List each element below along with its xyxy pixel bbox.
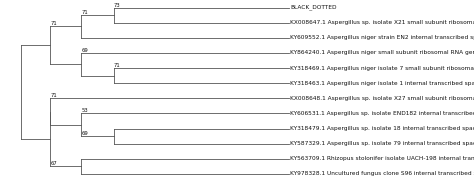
Text: 73: 73 (114, 3, 120, 8)
Text: 71: 71 (50, 21, 57, 27)
Text: 67: 67 (50, 161, 57, 166)
Text: KY563709.1 Rhizopus stolonifer isolate UACH-198 internal transcribed spacer 1 pa: KY563709.1 Rhizopus stolonifer isolate U… (290, 156, 474, 161)
Text: BLACK_DOTTED: BLACK_DOTTED (290, 5, 337, 10)
Text: 69: 69 (81, 48, 88, 53)
Text: 71: 71 (50, 93, 57, 98)
Text: KY609552.1 Aspergillus niger strain EN2 internal transcribed spacer 1 partial se: KY609552.1 Aspergillus niger strain EN2 … (290, 35, 474, 40)
Text: KY318479.1 Aspergillus sp. isolate 18 internal transcribed spacer 1 partial sequ: KY318479.1 Aspergillus sp. isolate 18 in… (290, 126, 474, 131)
Text: KY587329.1 Aspergillus sp. isolate 79 internal transcribed spacer 1 partial sequ: KY587329.1 Aspergillus sp. isolate 79 in… (290, 141, 474, 146)
Text: 71: 71 (81, 10, 88, 15)
Text: KY864240.1 Aspergillus niger small subunit ribosomal RNA gene partial sequence: KY864240.1 Aspergillus niger small subun… (290, 51, 474, 55)
Text: KY978328.1 Uncultured fungus clone S96 internal transcribed spacer 1 partial seq: KY978328.1 Uncultured fungus clone S96 i… (290, 171, 474, 176)
Text: KY606531.1 Aspergillus sp. isolate END182 internal transcribed spacer 1 partial : KY606531.1 Aspergillus sp. isolate END18… (290, 111, 474, 116)
Text: KX008648.1 Aspergillus sp. isolate X27 small subunit ribosomal RNA gene partial : KX008648.1 Aspergillus sp. isolate X27 s… (290, 96, 474, 101)
Text: 69: 69 (81, 131, 88, 136)
Text: KY318469.1 Aspergillus niger isolate 7 small subunit ribosomal RNA gene partial : KY318469.1 Aspergillus niger isolate 7 s… (290, 66, 474, 71)
Text: 53: 53 (81, 109, 88, 113)
Text: KY318463.1 Aspergillus niger isolate 1 internal transcribed spacer 1 partial seq: KY318463.1 Aspergillus niger isolate 1 i… (290, 81, 474, 86)
Text: 71: 71 (114, 63, 120, 68)
Text: KX008647.1 Aspergillus sp. isolate X21 small subunit ribosomal RNA gene partial : KX008647.1 Aspergillus sp. isolate X21 s… (290, 20, 474, 25)
